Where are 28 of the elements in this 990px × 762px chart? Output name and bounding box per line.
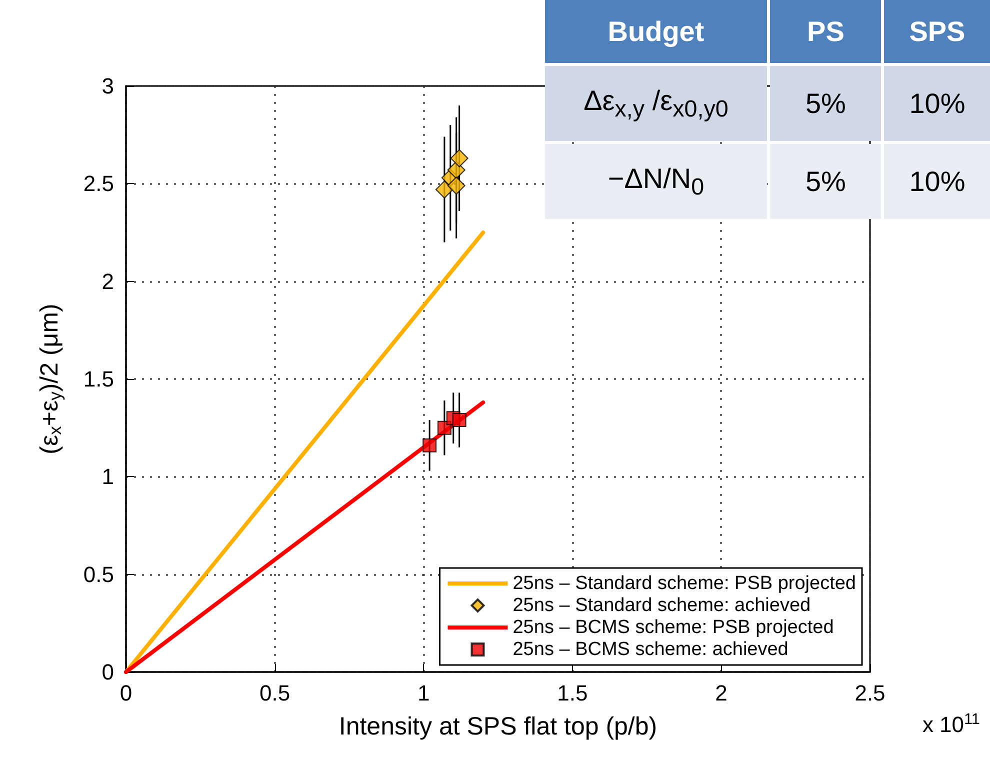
text: 10%	[909, 166, 966, 198]
y-tick-label: 1.5	[83, 366, 114, 392]
y-tick-label: 0.5	[83, 562, 114, 587]
annotation: 5%	[805, 166, 846, 198]
text: Budget	[608, 16, 704, 48]
x-axis-title: Intensity at SPS flat top (p/b)	[338, 712, 658, 740]
x-tick-label: 1.5	[557, 680, 588, 706]
annotation: −ΔN/N$_{0}$	[608, 162, 704, 200]
text: 10%	[909, 88, 966, 120]
y-tick-label: 1	[102, 464, 114, 490]
text: SPS	[909, 16, 966, 48]
x-tick-label: 0	[120, 680, 132, 706]
legend-label: 25ns – BCMS scheme: PSB projected	[512, 617, 834, 638]
y-tick-label: 0	[102, 660, 114, 684]
y-axis-title: (εx+εy)/2 (μm)	[35, 304, 65, 454]
legend-label: 25ns – BCMS scheme: achieved	[512, 639, 788, 660]
x-tick-label: 2	[715, 680, 728, 706]
legend-label: 25ns – Standard scheme: achieved	[512, 595, 811, 616]
legend-label: 25ns – Standard scheme: PSB projected	[512, 573, 856, 594]
x-tick-label: 2.5	[854, 680, 886, 706]
y-tick-label: 2.5	[83, 171, 114, 196]
y-tick-label: 2	[102, 268, 114, 294]
annotation: 5%	[805, 88, 846, 120]
annotation: Δε$_{x,y}$ /ε$_{x0,y0}$	[584, 84, 728, 122]
x-tick-label: 0.5	[260, 680, 290, 706]
y-tick-label: 3	[102, 74, 114, 98]
x-tick-label: 1	[417, 680, 430, 706]
text: PS	[807, 16, 844, 48]
